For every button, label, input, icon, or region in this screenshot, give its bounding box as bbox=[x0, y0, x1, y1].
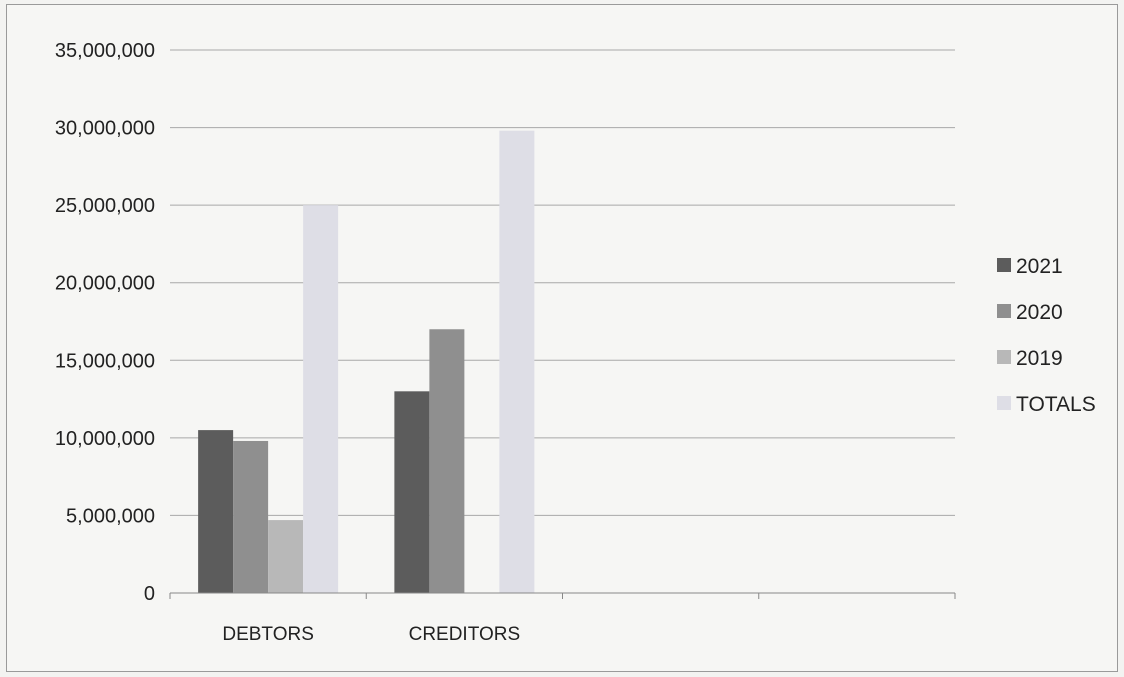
legend-swatch-2021 bbox=[997, 258, 1011, 272]
x-axis-category-labels: DEBTORS CREDITORS bbox=[169, 593, 956, 645]
y-tick-label: 25,000,000 bbox=[55, 195, 155, 217]
y-tick-label: 30,000,000 bbox=[55, 118, 155, 140]
legend-swatch-2020 bbox=[997, 304, 1011, 318]
y-tick-label: 0 bbox=[144, 583, 155, 605]
y-tick-label: 20,000,000 bbox=[55, 273, 155, 295]
chart-frame bbox=[6, 4, 1118, 672]
gridlines bbox=[170, 49, 955, 516]
legend-label-2021: 2021 bbox=[1016, 255, 1063, 278]
bar-2021-debtors bbox=[198, 430, 234, 593]
bar-2020-creditors bbox=[429, 329, 465, 593]
x-category-label: DEBTORS bbox=[222, 624, 314, 645]
bars bbox=[198, 130, 535, 593]
bar-2021-creditors bbox=[394, 391, 430, 593]
legend-label-2019: 2019 bbox=[1016, 347, 1063, 370]
y-tick-label: 15,000,000 bbox=[55, 350, 155, 372]
legend-swatch-2019 bbox=[997, 350, 1011, 364]
legend-swatch-totals bbox=[997, 396, 1011, 410]
y-tick-label: 35,000,000 bbox=[55, 40, 155, 62]
x-category-label: CREDITORS bbox=[409, 624, 521, 645]
bar-totals-creditors bbox=[499, 130, 535, 593]
legend-label-2020: 2020 bbox=[1016, 301, 1063, 324]
bar-totals-debtors bbox=[303, 205, 339, 593]
y-tick-label: 10,000,000 bbox=[55, 428, 155, 450]
y-axis-tick-labels: 0 5,000,000 10,000,000 15,000,000 20,000,000… bbox=[55, 40, 155, 605]
legend-label-totals: TOTALS bbox=[1016, 393, 1096, 416]
y-tick-label: 5,000,000 bbox=[66, 505, 155, 527]
bar-2019-debtors bbox=[268, 520, 304, 593]
bar-2020-debtors bbox=[233, 440, 269, 593]
legend: 2021 2020 2019 TOTALS bbox=[997, 255, 1096, 416]
